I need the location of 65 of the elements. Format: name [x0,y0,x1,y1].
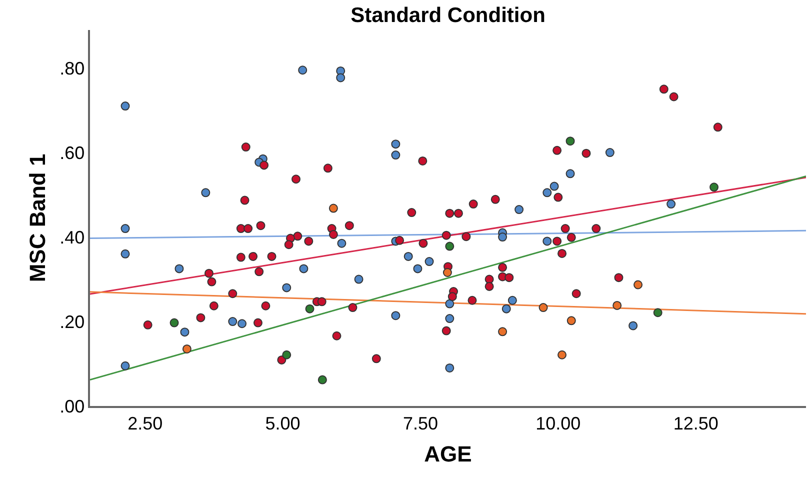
point [502,304,511,314]
chart-title: Standard Condition [350,4,546,27]
point [634,280,643,290]
y-tick-label: .20 [60,312,85,332]
point [170,318,179,328]
point [120,249,130,258]
point [336,73,346,82]
point [238,319,247,328]
point [666,200,676,209]
point [498,232,508,242]
point [182,344,192,354]
y-axis-title: MSC Band 1 [24,154,50,282]
point [282,350,292,360]
point [566,316,576,326]
y-tick-label: .80 [60,58,85,78]
point [542,188,552,198]
point [328,204,338,213]
point [120,361,130,370]
y-tick-label: .40 [60,227,85,248]
point [305,304,314,314]
point [566,136,575,146]
point [710,182,719,192]
point [298,66,308,75]
point [612,300,622,310]
point [653,308,662,318]
point [120,224,130,234]
y-tick-label: .60 [60,142,85,163]
point [424,257,434,266]
point [413,264,422,274]
point [508,296,517,305]
point [445,314,454,324]
point [566,169,575,178]
x-tick-label: 7.50 [402,413,438,434]
point [445,363,454,372]
point [442,268,452,277]
point [445,299,454,308]
x-tick-label: 2.50 [128,413,163,434]
point [318,375,327,384]
point [404,252,413,261]
point [120,102,130,111]
x-axis-title: AGE [424,442,472,467]
y-tick-label: .00 [60,396,85,416]
point [605,148,614,158]
point [542,236,552,246]
point [538,303,548,312]
x-tick-label: 5.00 [265,413,300,434]
point [174,264,184,274]
point [550,182,559,191]
point [628,321,638,330]
point [445,242,454,251]
point [558,350,567,360]
point [391,140,400,149]
point [498,327,508,336]
point [391,150,400,160]
x-tick-label: 12.50 [673,413,718,434]
point [180,328,190,337]
point [201,188,210,198]
point [299,264,308,274]
point [514,205,524,214]
point [337,238,346,248]
point [391,311,400,320]
x-tick-label: 10.00 [536,413,581,434]
point [282,283,292,292]
point [228,317,238,326]
point [354,274,364,284]
